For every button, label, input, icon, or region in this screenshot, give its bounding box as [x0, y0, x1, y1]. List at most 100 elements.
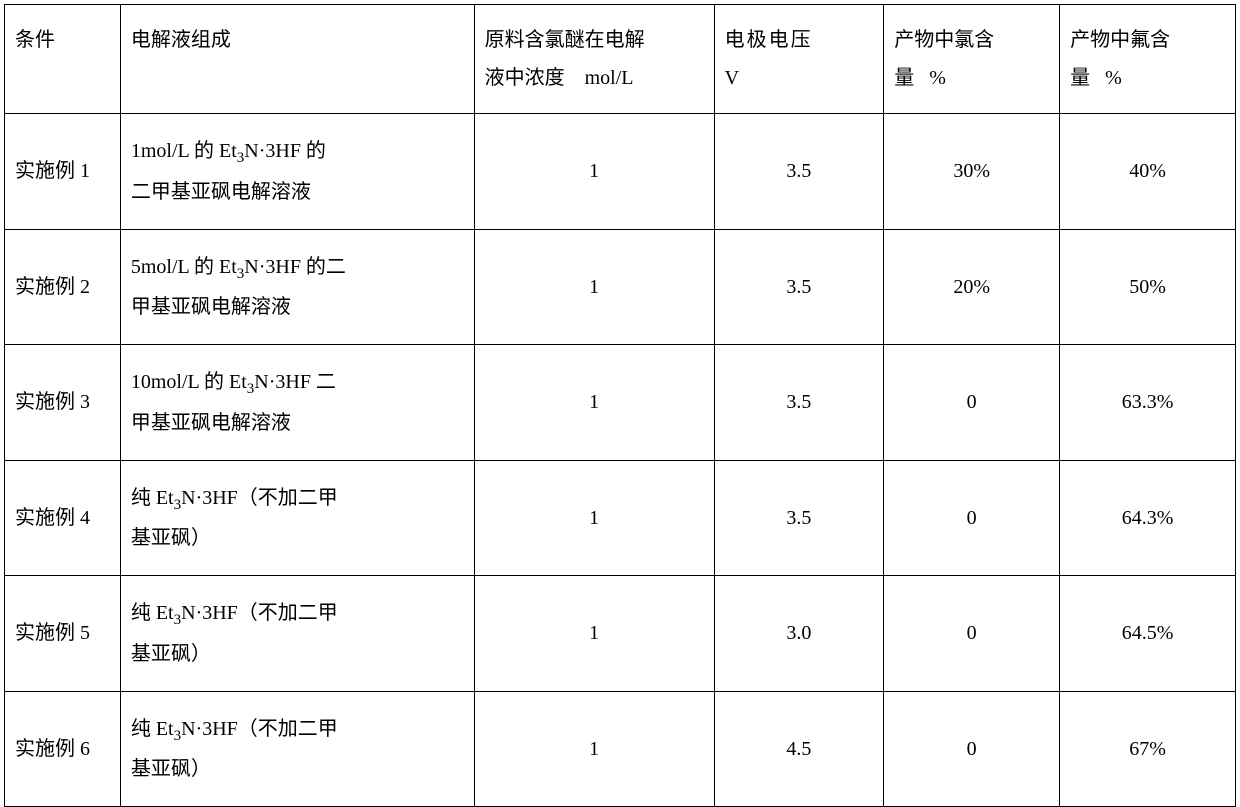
composition-mid: N·3HF 二: [254, 371, 336, 393]
cell-chlorine: 30%: [884, 114, 1060, 230]
cell-fluorine: 40%: [1060, 114, 1236, 230]
chlorine-value: 0: [967, 622, 977, 644]
experiment-table: 条件 电解液组成 原料含氯醚在电解 液中浓度 mol/L 电极电压 V 产物中氯…: [4, 4, 1236, 807]
header-composition: 电解液组成: [120, 5, 474, 114]
cell-chlorine: 20%: [884, 229, 1060, 345]
chlorine-value: 20%: [953, 276, 990, 298]
condition-text: 实施例 6: [15, 738, 90, 760]
composition-mid: N·3HF 的: [244, 140, 326, 162]
cell-composition: 1mol/L 的 Et3N·3HF 的 二甲基亚砜电解溶液: [120, 114, 474, 230]
cell-composition: 5mol/L 的 Et3N·3HF 的二 甲基亚砜电解溶液: [120, 229, 474, 345]
condition-text: 实施例 1: [15, 160, 90, 182]
table-body: 实施例 1 1mol/L 的 Et3N·3HF 的 二甲基亚砜电解溶液 1 3.…: [5, 114, 1236, 807]
cell-concentration: 1: [474, 345, 714, 461]
fluorine-value: 63.3%: [1122, 391, 1174, 413]
composition-mid: N·3HF（不加二甲: [181, 602, 338, 624]
cell-voltage: 3.5: [714, 460, 884, 576]
condition-text: 实施例 4: [15, 507, 90, 529]
composition-prefix: 纯 Et: [131, 718, 174, 740]
composition-prefix: 纯 Et: [131, 487, 174, 509]
header-condition-text: 条件: [15, 29, 55, 51]
chlorine-value: 0: [967, 738, 977, 760]
composition-mid: N·3HF 的二: [244, 256, 346, 278]
header-chlorine-line1: 产物中氯含: [894, 29, 994, 51]
concentration-value: 1: [589, 622, 599, 644]
cell-condition: 实施例 5: [5, 576, 121, 692]
header-fluorine-line2: 量: [1070, 67, 1090, 89]
cell-concentration: 1: [474, 229, 714, 345]
concentration-value: 1: [589, 391, 599, 413]
table-row: 实施例 3 10mol/L 的 Et3N·3HF 二 甲基亚砜电解溶液 1 3.…: [5, 345, 1236, 461]
cell-composition: 纯 Et3N·3HF（不加二甲 基亚砜）: [120, 460, 474, 576]
header-condition: 条件: [5, 5, 121, 114]
cell-chlorine: 0: [884, 576, 1060, 692]
fluorine-value: 50%: [1129, 276, 1166, 298]
composition-line2: 甲基亚砜电解溶液: [131, 296, 291, 318]
header-fluorine-line1: 产物中氟含: [1070, 29, 1170, 51]
cell-condition: 实施例 6: [5, 691, 121, 807]
voltage-value: 4.5: [786, 738, 811, 760]
composition-line2: 二甲基亚砜电解溶液: [131, 181, 311, 203]
table-row: 实施例 1 1mol/L 的 Et3N·3HF 的 二甲基亚砜电解溶液 1 3.…: [5, 114, 1236, 230]
cell-voltage: 3.5: [714, 114, 884, 230]
header-concentration: 原料含氯醚在电解 液中浓度 mol/L: [474, 5, 714, 114]
cell-fluorine: 64.5%: [1060, 576, 1236, 692]
concentration-value: 1: [589, 507, 599, 529]
concentration-value: 1: [589, 160, 599, 182]
header-voltage: 电极电压 V: [714, 5, 884, 114]
condition-text: 实施例 3: [15, 391, 90, 413]
fluorine-value: 64.5%: [1122, 622, 1174, 644]
composition-prefix: 1mol/L 的 Et: [131, 140, 237, 162]
composition-line2: 基亚砜）: [131, 527, 211, 549]
fluorine-value: 67%: [1129, 738, 1166, 760]
cell-condition: 实施例 2: [5, 229, 121, 345]
header-fluorine: 产物中氟含 量 %: [1060, 5, 1236, 114]
header-concentration-line1: 原料含氯醚在电解: [485, 29, 645, 51]
cell-voltage: 3.5: [714, 229, 884, 345]
condition-text: 实施例 2: [15, 276, 90, 298]
header-chlorine-line2: 量: [894, 67, 914, 89]
composition-sub: 3: [174, 612, 182, 628]
header-concentration-line2: 液中浓度: [485, 67, 565, 89]
cell-concentration: 1: [474, 460, 714, 576]
table-row: 实施例 2 5mol/L 的 Et3N·3HF 的二 甲基亚砜电解溶液 1 3.…: [5, 229, 1236, 345]
cell-chlorine: 0: [884, 345, 1060, 461]
composition-line2: 甲基亚砜电解溶液: [131, 412, 291, 434]
table-row: 实施例 6 纯 Et3N·3HF（不加二甲 基亚砜） 1 4.5 0 67%: [5, 691, 1236, 807]
composition-prefix: 5mol/L 的 Et: [131, 256, 237, 278]
cell-fluorine: 64.3%: [1060, 460, 1236, 576]
header-composition-text: 电解液组成: [131, 29, 231, 51]
header-concentration-unit: mol/L: [585, 67, 634, 89]
composition-mid: N·3HF（不加二甲: [181, 718, 338, 740]
cell-concentration: 1: [474, 114, 714, 230]
header-chlorine: 产物中氯含 量 %: [884, 5, 1060, 114]
voltage-value: 3.5: [786, 160, 811, 182]
composition-sub: 3: [174, 497, 182, 513]
cell-fluorine: 63.3%: [1060, 345, 1236, 461]
composition-line2: 基亚砜）: [131, 643, 211, 665]
header-voltage-line2: V: [725, 67, 739, 89]
voltage-value: 3.0: [786, 622, 811, 644]
composition-prefix: 纯 Et: [131, 602, 174, 624]
table-row: 实施例 4 纯 Et3N·3HF（不加二甲 基亚砜） 1 3.5 0 64.3%: [5, 460, 1236, 576]
voltage-value: 3.5: [786, 276, 811, 298]
table-header-row: 条件 电解液组成 原料含氯醚在电解 液中浓度 mol/L 电极电压 V 产物中氯…: [5, 5, 1236, 114]
cell-condition: 实施例 4: [5, 460, 121, 576]
composition-line2: 基亚砜）: [131, 758, 211, 780]
concentration-value: 1: [589, 276, 599, 298]
composition-mid: N·3HF（不加二甲: [181, 487, 338, 509]
cell-voltage: 3.0: [714, 576, 884, 692]
concentration-value: 1: [589, 738, 599, 760]
fluorine-value: 64.3%: [1122, 507, 1174, 529]
cell-voltage: 3.5: [714, 345, 884, 461]
chlorine-value: 0: [967, 391, 977, 413]
cell-condition: 实施例 1: [5, 114, 121, 230]
fluorine-value: 40%: [1129, 160, 1166, 182]
cell-composition: 纯 Et3N·3HF（不加二甲 基亚砜）: [120, 576, 474, 692]
cell-composition: 纯 Et3N·3HF（不加二甲 基亚砜）: [120, 691, 474, 807]
cell-condition: 实施例 3: [5, 345, 121, 461]
header-voltage-line1: 电极电压: [725, 29, 813, 51]
cell-concentration: 1: [474, 576, 714, 692]
voltage-value: 3.5: [786, 391, 811, 413]
cell-composition: 10mol/L 的 Et3N·3HF 二 甲基亚砜电解溶液: [120, 345, 474, 461]
